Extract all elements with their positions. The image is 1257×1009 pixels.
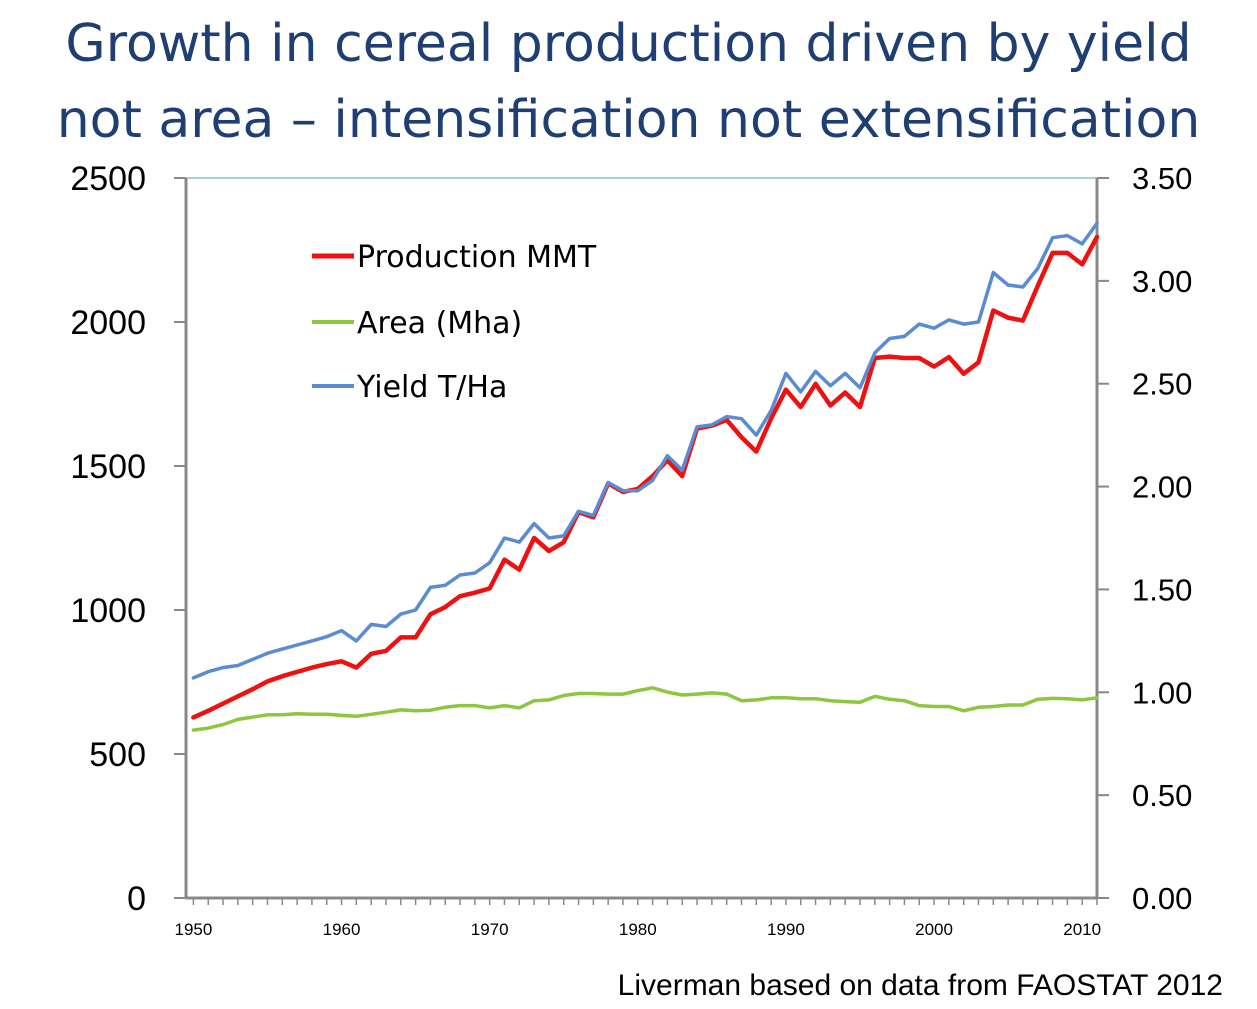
- y-tick-label: 0: [127, 880, 146, 918]
- y-tick-label: 1500: [70, 448, 146, 486]
- chart-series: [191, 221, 1100, 732]
- legend-label: Production MMT: [357, 240, 597, 275]
- y2-tick-label: 2.50: [1132, 367, 1192, 402]
- x-tick-label: 1980: [619, 920, 657, 939]
- y2-tick-label: 3.00: [1132, 264, 1192, 299]
- y2-tick-label: 0.00: [1132, 881, 1192, 916]
- chart-axes: 0 500 1000 1500 2000 2500 0.00 0.50 1.00 1.50 2.00…: [70, 160, 1192, 939]
- chart-title: Growth in cereal production driven by yi…: [0, 6, 1257, 158]
- x-tick-label: 2010: [1063, 920, 1101, 939]
- y-tick-label: 1000: [70, 592, 146, 630]
- y-tick-label: 500: [89, 736, 146, 774]
- chart-title-line1: Growth in cereal production driven by yi…: [65, 14, 1192, 74]
- y-tick-label: 2500: [70, 160, 146, 198]
- series-line-yield-t-ha: [191, 221, 1099, 680]
- chart-legend: Production MMT Area (Mha) Yield T/Ha: [312, 240, 597, 405]
- source-note: Liverman based on data from FAOSTAT 2012: [617, 969, 1223, 1002]
- chart-title-line2: not area – intensification not extensifi…: [56, 90, 1201, 150]
- x-tick-label: 1960: [323, 920, 361, 939]
- legend-label: Yield T/Ha: [356, 370, 507, 405]
- y-tick-label: 2000: [70, 304, 146, 342]
- series-line-area-mha: [191, 686, 1099, 732]
- x-tick-label: 1970: [471, 920, 509, 939]
- series-line-production-mmt: [191, 234, 1100, 720]
- y2-tick-label: 3.50: [1132, 161, 1192, 196]
- x-tick-label: 1950: [174, 920, 212, 939]
- y2-tick-label: 2.00: [1132, 470, 1192, 505]
- x-tick-label: 2000: [915, 920, 953, 939]
- y2-tick-label: 1.00: [1132, 675, 1192, 710]
- legend-label: Area (Mha): [357, 306, 522, 341]
- x-tick-label: 1990: [767, 920, 805, 939]
- y2-tick-label: 1.50: [1132, 572, 1192, 607]
- y2-tick-label: 0.50: [1132, 778, 1192, 813]
